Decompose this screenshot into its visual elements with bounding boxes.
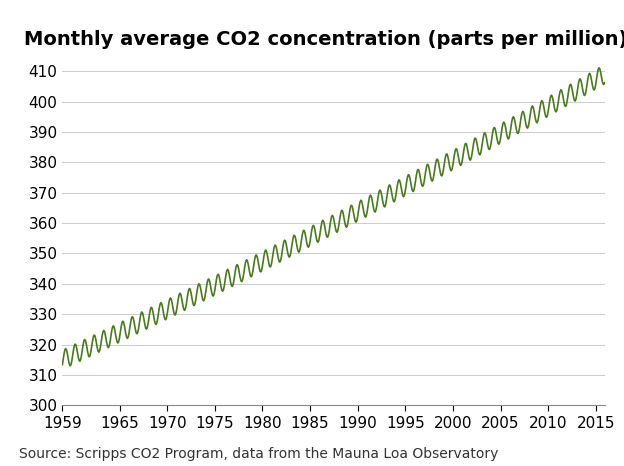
Text: Monthly average CO2 concentration (parts per million): Monthly average CO2 concentration (parts… [24, 30, 624, 49]
Text: Source: Scripps CO2 Program, data from the Mauna Loa Observatory: Source: Scripps CO2 Program, data from t… [19, 447, 498, 461]
